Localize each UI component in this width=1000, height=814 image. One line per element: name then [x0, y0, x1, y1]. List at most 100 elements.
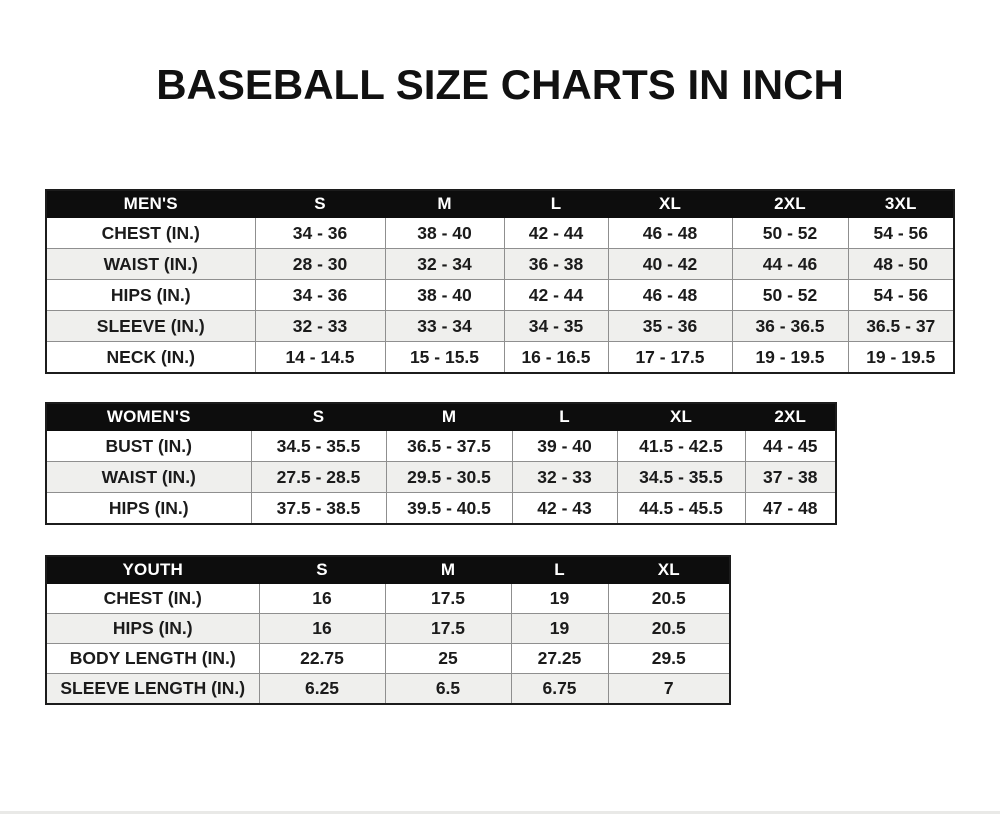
value-cell: 32 - 33 [254, 310, 386, 343]
value-cell: 33 - 34 [384, 310, 505, 343]
value-cell: 16 [258, 613, 386, 645]
value-cell: 41.5 - 42.5 [616, 430, 746, 463]
value-cell: 42 - 44 [503, 217, 609, 250]
row-label-cell: WAIST (IN.) [45, 248, 256, 281]
size-header-cell: S [258, 555, 386, 585]
row-label-cell: HIPS (IN.) [45, 492, 252, 525]
value-cell: 20.5 [607, 583, 731, 615]
value-cell: 27.5 - 28.5 [250, 461, 387, 494]
value-cell: 17.5 [384, 613, 512, 645]
value-cell: 29.5 [607, 643, 731, 675]
header-row: YOUTH S M L XL [45, 555, 731, 585]
row-label-cell: WAIST (IN.) [45, 461, 252, 494]
value-cell: 29.5 - 30.5 [385, 461, 513, 494]
value-cell: 34.5 - 35.5 [616, 461, 746, 494]
table-row: WAIST (IN.) 28 - 30 32 - 34 36 - 38 40 - 42 4… [45, 248, 955, 281]
table-row: NECK (IN.) 14 - 14.5 15 - 15.5 16 - 16.5 17 … [45, 341, 955, 374]
size-header-cell: S [250, 402, 387, 432]
value-cell: 19 [510, 613, 609, 645]
value-cell: 47 - 48 [744, 492, 837, 525]
table-group-header-cell: WOMEN'S [45, 402, 252, 432]
mens-size-table: MEN'S S M L XL 2XL 3XL CHEST (IN.) 34 - 36 38 - 4… [45, 189, 955, 375]
row-label-cell: BODY LENGTH (IN.) [45, 643, 260, 675]
value-cell: 14 - 14.5 [254, 341, 386, 374]
value-cell: 38 - 40 [384, 217, 505, 250]
value-cell: 36 - 38 [503, 248, 609, 281]
row-label-cell: HIPS (IN.) [45, 613, 260, 645]
value-cell: 44 - 45 [744, 430, 837, 463]
row-label-cell: CHEST (IN.) [45, 217, 256, 250]
header-row: MEN'S S M L XL 2XL 3XL [45, 189, 955, 219]
table-group-header-cell: YOUTH [45, 555, 260, 585]
value-cell: 50 - 52 [731, 279, 849, 312]
size-header-cell: M [384, 555, 512, 585]
value-cell: 39 - 40 [511, 430, 618, 463]
value-cell: 54 - 56 [847, 279, 955, 312]
value-cell: 16 - 16.5 [503, 341, 609, 374]
size-header-cell: 2XL [731, 189, 849, 219]
value-cell: 16 [258, 583, 386, 615]
table-row: SLEEVE LENGTH (IN.) 6.25 6.5 6.75 7 [45, 673, 731, 705]
value-cell: 19 - 19.5 [731, 341, 849, 374]
value-cell: 36.5 - 37.5 [385, 430, 513, 463]
size-header-cell: XL [616, 402, 746, 432]
value-cell: 20.5 [607, 613, 731, 645]
size-header-cell: M [385, 402, 513, 432]
value-cell: 37.5 - 38.5 [250, 492, 387, 525]
value-cell: 28 - 30 [254, 248, 386, 281]
value-cell: 37 - 38 [744, 461, 837, 494]
youth-size-table: YOUTH S M L XL CHEST (IN.) 16 17.5 19 20.5 HIPS (I… [45, 555, 731, 706]
value-cell: 39.5 - 40.5 [385, 492, 513, 525]
value-cell: 6.5 [384, 673, 512, 705]
value-cell: 32 - 34 [384, 248, 505, 281]
table-group-header-cell: MEN'S [45, 189, 256, 219]
value-cell: 44.5 - 45.5 [616, 492, 746, 525]
value-cell: 34.5 - 35.5 [250, 430, 387, 463]
table-row: HIPS (IN.) 37.5 - 38.5 39.5 - 40.5 42 - 43 4… [45, 492, 837, 525]
size-header-cell: L [503, 189, 609, 219]
size-header-cell: XL [607, 555, 731, 585]
value-cell: 54 - 56 [847, 217, 955, 250]
table-row: CHEST (IN.) 34 - 36 38 - 40 42 - 44 46 - 48 5… [45, 217, 955, 250]
womens-size-table: WOMEN'S S M L XL 2XL BUST (IN.) 34.5 - 35.5 36.5… [45, 402, 837, 526]
table-row: SLEEVE (IN.) 32 - 33 33 - 34 34 - 35 35 - 36… [45, 310, 955, 343]
table-row: BODY LENGTH (IN.) 22.75 25 27.25 29.5 [45, 643, 731, 675]
page-title: BASEBALL SIZE CHARTS IN INCH [156, 61, 844, 108]
table-row: BUST (IN.) 34.5 - 35.5 36.5 - 37.5 39 - 40 4… [45, 430, 837, 463]
value-cell: 42 - 43 [511, 492, 618, 525]
value-cell: 25 [384, 643, 512, 675]
row-label-cell: CHEST (IN.) [45, 583, 260, 615]
size-header-cell: S [254, 189, 386, 219]
value-cell: 42 - 44 [503, 279, 609, 312]
value-cell: 46 - 48 [607, 279, 733, 312]
value-cell: 22.75 [258, 643, 386, 675]
value-cell: 7 [607, 673, 731, 705]
value-cell: 40 - 42 [607, 248, 733, 281]
value-cell: 32 - 33 [511, 461, 618, 494]
value-cell: 6.75 [510, 673, 609, 705]
value-cell: 19 - 19.5 [847, 341, 955, 374]
size-header-cell: L [510, 555, 609, 585]
value-cell: 17.5 [384, 583, 512, 615]
size-header-cell: L [511, 402, 618, 432]
size-header-cell: M [384, 189, 505, 219]
value-cell: 44 - 46 [731, 248, 849, 281]
value-cell: 34 - 36 [254, 217, 386, 250]
value-cell: 34 - 35 [503, 310, 609, 343]
value-cell: 38 - 40 [384, 279, 505, 312]
table-row: HIPS (IN.) 34 - 36 38 - 40 42 - 44 46 - 48 50… [45, 279, 955, 312]
table-row: WAIST (IN.) 27.5 - 28.5 29.5 - 30.5 32 - 33… [45, 461, 837, 494]
value-cell: 19 [510, 583, 609, 615]
size-header-cell: 3XL [847, 189, 955, 219]
row-label-cell: SLEEVE LENGTH (IN.) [45, 673, 260, 705]
value-cell: 27.25 [510, 643, 609, 675]
value-cell: 36 - 36.5 [731, 310, 849, 343]
row-label-cell: HIPS (IN.) [45, 279, 256, 312]
value-cell: 50 - 52 [731, 217, 849, 250]
row-label-cell: SLEEVE (IN.) [45, 310, 256, 343]
row-label-cell: NECK (IN.) [45, 341, 256, 374]
value-cell: 34 - 36 [254, 279, 386, 312]
value-cell: 46 - 48 [607, 217, 733, 250]
value-cell: 35 - 36 [607, 310, 733, 343]
table-row: CHEST (IN.) 16 17.5 19 20.5 [45, 583, 731, 615]
